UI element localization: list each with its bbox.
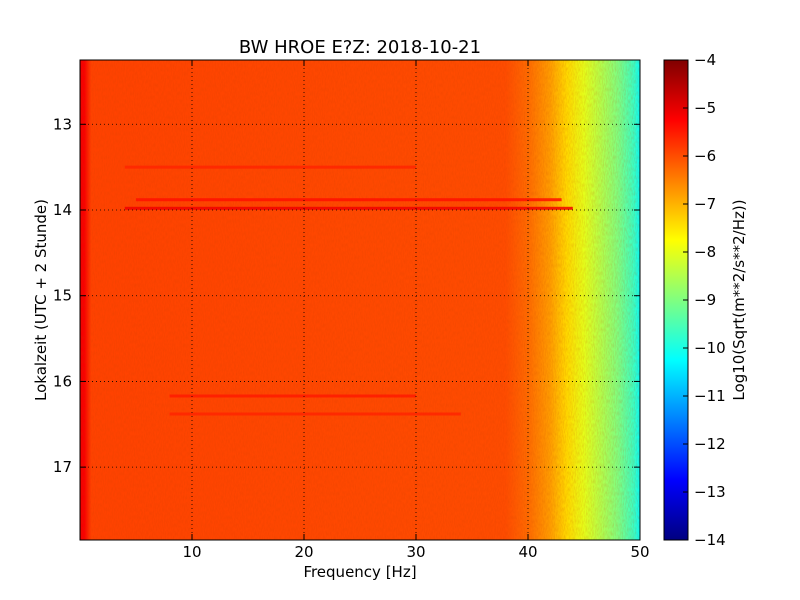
event-band bbox=[169, 412, 461, 416]
y-tick-label: 16 bbox=[53, 372, 72, 390]
colorbar-tick-label: −13 bbox=[694, 483, 726, 501]
x-tick-label: 20 bbox=[294, 543, 313, 561]
colorbar-tick-label: −9 bbox=[694, 291, 716, 309]
y-tick-label: 14 bbox=[53, 201, 72, 219]
event-bands bbox=[124, 165, 573, 416]
event-band bbox=[124, 206, 573, 210]
colorbar-tick-label: −12 bbox=[694, 435, 726, 453]
colorbar-ticks: −4 −5 −6 −7 −8 −9 −10 −11 −12 −13 −14 bbox=[683, 51, 726, 549]
y-tick-label: 13 bbox=[53, 115, 72, 133]
y-tick-label: 15 bbox=[53, 287, 72, 305]
colorbar-label: Log10(Sqrt(m**2/s**2/Hz)) bbox=[730, 199, 748, 400]
colorbar-tick-label: −10 bbox=[694, 339, 726, 357]
colorbar-tick-label: −11 bbox=[694, 387, 726, 405]
x-tick-label: 50 bbox=[630, 543, 649, 561]
x-axis-ticks: 10 20 30 40 50 bbox=[182, 60, 650, 561]
colorbar-tick-label: −5 bbox=[694, 99, 716, 117]
colorbar-tick-label: −8 bbox=[694, 243, 716, 261]
colorbar-tick-label: −7 bbox=[694, 195, 716, 213]
x-tick-label: 30 bbox=[406, 543, 425, 561]
event-band bbox=[124, 165, 417, 169]
colorbar-tick-label: −14 bbox=[694, 531, 726, 549]
plot-frame bbox=[79, 59, 641, 541]
colorbar: −4 −5 −6 −7 −8 −9 −10 −11 −12 −13 −14 Log10(Sqrt(m… bbox=[663, 51, 748, 549]
chart-title: BW HROE E?Z: 2018-10-21 bbox=[239, 37, 481, 58]
grid-lines bbox=[80, 60, 640, 540]
event-band bbox=[136, 198, 562, 202]
x-tick-label: 10 bbox=[182, 543, 201, 561]
colorbar-tick-label: −6 bbox=[694, 147, 716, 165]
y-tick-label: 17 bbox=[53, 458, 72, 476]
event-band bbox=[169, 394, 416, 398]
spectrogram-texture bbox=[80, 60, 640, 540]
y-axis-label: Lokalzeit (UTC + 2 Stunde) bbox=[32, 199, 50, 401]
y-axis-ticks: 13 14 15 16 17 bbox=[53, 115, 640, 476]
colorbar-tick-label: −4 bbox=[694, 51, 716, 69]
plot-area bbox=[80, 60, 640, 540]
x-tick-label: 40 bbox=[518, 543, 537, 561]
x-axis-label: Frequency [Hz] bbox=[303, 563, 416, 581]
